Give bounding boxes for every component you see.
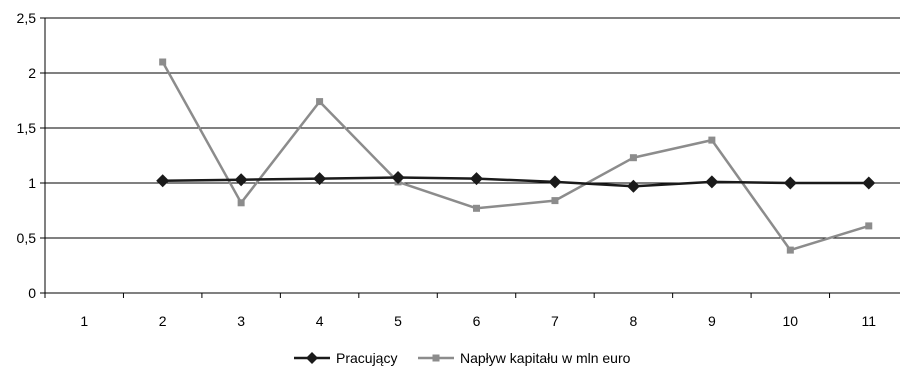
y-tick-label: 0: [28, 285, 36, 301]
data-point-diamond: [156, 174, 170, 188]
data-point-square: [786, 246, 794, 254]
x-tick-label: 7: [551, 313, 559, 329]
data-point-square: [316, 98, 324, 106]
legend-marker-diamond: [306, 352, 318, 364]
x-tick-label: 4: [316, 313, 324, 329]
x-tick-label: 6: [473, 313, 481, 329]
legend-label-pracujacy: Pracujący: [336, 350, 397, 366]
data-point-diamond: [783, 176, 797, 190]
data-point-diamond: [626, 179, 640, 193]
x-tick-label: 8: [630, 313, 638, 329]
y-tick-labels: 0 0,5 1 1,5 2 2,5: [17, 10, 37, 301]
x-tick-label: 2: [159, 313, 167, 329]
x-tick-label: 9: [708, 313, 716, 329]
series: [156, 58, 876, 254]
data-point-square: [237, 199, 245, 207]
y-tick-label: 1: [28, 175, 36, 191]
legend: Pracujący Napływ kapitału w mln euro: [294, 350, 631, 366]
gridlines: [45, 17, 900, 239]
data-point-diamond: [391, 171, 405, 184]
data-point-diamond: [862, 176, 876, 190]
x-tick-label: 5: [394, 313, 402, 329]
series-line-naplyw-kapitalu: [161, 61, 870, 252]
data-point-square: [708, 136, 716, 144]
data-point-square: [865, 222, 873, 230]
data-point-square: [473, 204, 480, 212]
legend-marker-square: [432, 354, 440, 362]
x-tick-label: 10: [783, 313, 799, 329]
y-tick-label: 0,5: [17, 230, 37, 246]
data-point-square: [629, 154, 637, 162]
y-tick-label: 2: [28, 65, 36, 81]
data-point-square: [551, 197, 559, 205]
y-tick-label: 2,5: [17, 10, 37, 26]
axes: [40, 17, 900, 298]
data-point-diamond: [705, 175, 719, 189]
legend-label-naplyw-kapitalu: Napływ kapitału w mln euro: [460, 350, 631, 366]
data-point-diamond: [548, 175, 562, 189]
x-tick-label: 3: [237, 313, 245, 329]
data-point-diamond: [234, 173, 248, 187]
data-point-square: [159, 58, 167, 66]
x-tick-label: 1: [80, 313, 88, 329]
y-tick-label: 1,5: [17, 120, 37, 136]
data-point-diamond: [313, 172, 327, 186]
x-tick-label: 11: [861, 313, 876, 329]
x-tick-labels: 1 2 3 4 5 6 7 8 9 10 11: [80, 313, 876, 329]
series-line-pracujacy: [162, 176, 869, 188]
data-point-diamond: [470, 172, 483, 186]
